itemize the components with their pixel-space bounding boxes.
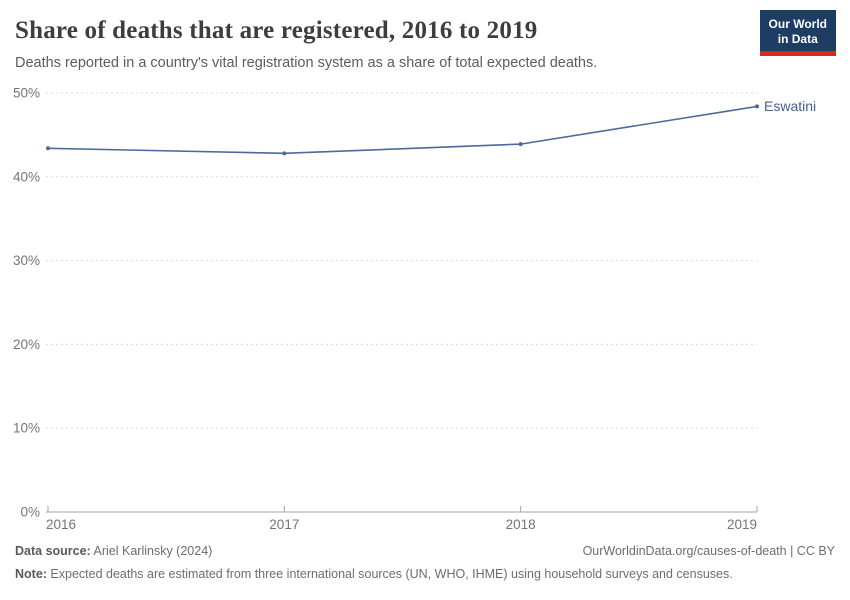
x-tick-label: 2016 bbox=[46, 517, 76, 532]
y-tick-label: 50% bbox=[13, 86, 40, 101]
chart-title: Share of deaths that are registered, 201… bbox=[15, 17, 538, 44]
data-source-label: Data source: bbox=[15, 544, 91, 558]
x-tick-label: 2018 bbox=[506, 517, 536, 532]
y-tick-label: 40% bbox=[13, 169, 40, 184]
y-tick-label: 20% bbox=[13, 337, 40, 352]
data-point bbox=[282, 151, 287, 156]
data-source: Data source: Ariel Karlinsky (2024) bbox=[15, 544, 212, 558]
chart-subtitle: Deaths reported in a country's vital reg… bbox=[15, 55, 598, 71]
note-value: Expected deaths are estimated from three… bbox=[46, 567, 733, 581]
attribution-link[interactable]: OurWorldinData.org/causes-of-death | CC … bbox=[582, 544, 835, 558]
data-point bbox=[755, 104, 759, 109]
x-tick-label: 2017 bbox=[269, 517, 299, 532]
plot-area: 0% 10% 20% 30% 40% 50% 2016 2017 2018 2019 Eswatin… bbox=[0, 80, 850, 540]
x-tick-label: 2019 bbox=[727, 517, 757, 532]
data-line bbox=[47, 105, 758, 155]
data-source-value: Ariel Karlinsky (2024) bbox=[90, 544, 213, 558]
chart-header: Share of deaths that are registered, 201… bbox=[15, 16, 750, 71]
data-point bbox=[518, 142, 523, 147]
note-label: Note: bbox=[15, 567, 47, 581]
y-tick-label: 30% bbox=[13, 253, 40, 268]
owid-logo: Our World in Data bbox=[759, 10, 836, 56]
owid-logo-line1: Our World bbox=[768, 17, 827, 31]
footer-source-row: Data source: Ariel Karlinsky (2024) OurW… bbox=[15, 544, 835, 558]
entity-label: Eswatini bbox=[764, 98, 816, 114]
y-tick-label: 0% bbox=[20, 505, 40, 520]
y-tick-label: 10% bbox=[13, 421, 40, 436]
footer-note-row: Note: Expected deaths are estimated from… bbox=[15, 567, 835, 581]
chart-footer: Data source: Ariel Karlinsky (2024) OurW… bbox=[15, 544, 835, 581]
owid-logo-line2: in Data bbox=[777, 31, 818, 46]
data-point bbox=[46, 146, 50, 151]
line-chart: 0% 10% 20% 30% 40% 50% 2016 2017 2018 2019 Eswatin… bbox=[13, 86, 816, 533]
